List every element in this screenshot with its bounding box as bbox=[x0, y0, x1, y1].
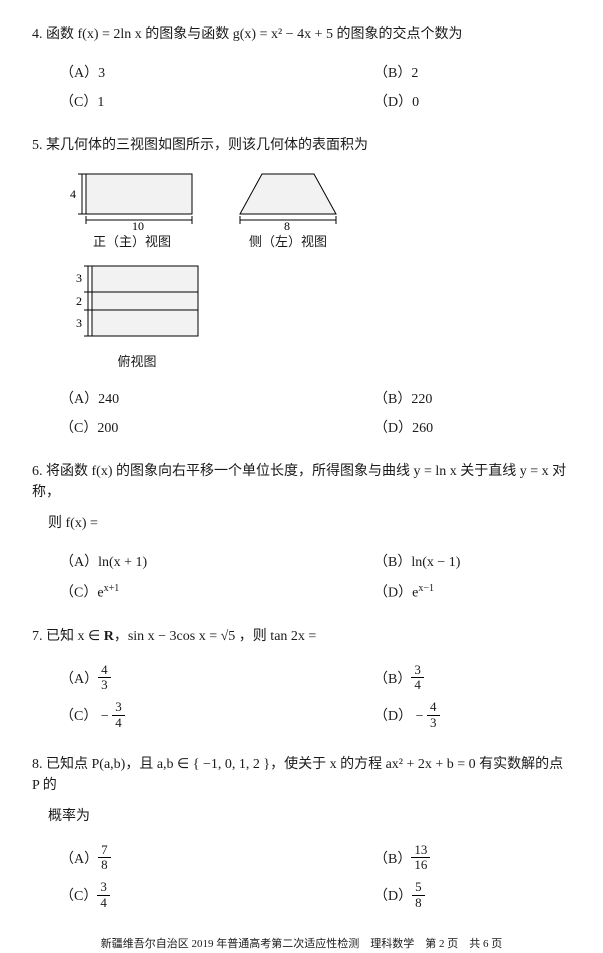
q8-text: 已知点 P(a,b)，且 a,b ∈ { −1, 0, 1, 2 }，使关于 x… bbox=[32, 757, 563, 793]
q7-opt-a: （A）43 bbox=[46, 661, 346, 699]
q6-opt-d: （D）ex−1 bbox=[360, 577, 560, 608]
question-6: 6. 将函数 f(x) 的图象向右平移一个单位长度，所得图象与曲线 y = ln… bbox=[32, 461, 571, 612]
side-base-label: 8 bbox=[284, 219, 290, 230]
q7-opt-d: （D） − 43 bbox=[360, 698, 560, 736]
q8-options: （A）78 （C）34 （B）1316 （D）58 bbox=[32, 837, 571, 920]
q5-front-view: 4 10 正（主）视图 bbox=[62, 166, 202, 252]
q4-opt-c: （C）1 bbox=[46, 88, 346, 117]
top-view-label: 俯视图 bbox=[62, 352, 212, 372]
q6-opt-c: （C）ex+1 bbox=[46, 577, 346, 608]
q4-opt-b: （B）2 bbox=[360, 59, 560, 88]
question-4: 4. 函数 f(x) = 2ln x 的图象与函数 g(x) = x² − 4x… bbox=[32, 24, 571, 121]
q6-stem: 6. 将函数 f(x) 的图象向右平移一个单位长度，所得图象与曲线 y = ln… bbox=[32, 461, 571, 503]
q4-opt-a: （A）3 bbox=[46, 59, 346, 88]
svg-text:3: 3 bbox=[76, 271, 82, 285]
q7-stem: 7. 已知 x ∈ R，sin x − 3cos x = √5 ，则 tan 2… bbox=[32, 626, 571, 647]
q4-text: 函数 f(x) = 2ln x 的图象与函数 g(x) = x² − 4x + … bbox=[46, 27, 462, 42]
q8-opt-b: （B）1316 bbox=[360, 841, 560, 879]
q5-side-view: 8 侧（左）视图 bbox=[228, 166, 348, 252]
q4-options: （A）3 （C）1 （B）2 （D）0 bbox=[32, 55, 571, 121]
q4-opt-d: （D）0 bbox=[360, 88, 560, 117]
q5-views-row2: 3 2 3 俯视图 bbox=[62, 260, 571, 372]
question-7: 7. 已知 x ∈ R，sin x − 3cos x = √5 ，则 tan 2… bbox=[32, 626, 571, 740]
front-view-svg: 4 10 bbox=[62, 166, 202, 230]
q6-opt-a: （A）ln(x + 1) bbox=[46, 548, 346, 577]
q6-options: （A）ln(x + 1) （C）ex+1 （B）ln(x − 1) （D）ex−… bbox=[32, 544, 571, 612]
q7-opt-b: （B）34 bbox=[360, 661, 560, 699]
q8-opt-a: （A）78 bbox=[46, 841, 346, 879]
q5-num: 5. bbox=[32, 138, 43, 153]
question-5: 5. 某几何体的三视图如图所示，则该几何体的表面积为 4 10 正（主）视图 bbox=[32, 135, 571, 447]
question-8: 8. 已知点 P(a,b)，且 a,b ∈ { −1, 0, 1, 2 }，使关… bbox=[32, 754, 571, 920]
svg-text:3: 3 bbox=[76, 316, 82, 330]
q5-views-row1: 4 10 正（主）视图 8 侧（左）视图 bbox=[62, 166, 571, 252]
q5-opt-a: （A）240 bbox=[46, 385, 346, 414]
q6-text: 将函数 f(x) 的图象向右平移一个单位长度，所得图象与曲线 y = ln x … bbox=[32, 464, 566, 500]
front-w-label: 10 bbox=[132, 219, 144, 230]
side-view-svg: 8 bbox=[228, 166, 348, 230]
front-h-label: 4 bbox=[70, 187, 76, 201]
q8-stem2: 概率为 bbox=[32, 806, 571, 827]
page-footer: 新疆维吾尔自治区 2019 年普通高考第二次适应性检测 理科数学 第 2 页 共… bbox=[32, 936, 571, 953]
q5-opt-b: （B）220 bbox=[360, 385, 560, 414]
q4-num: 4. bbox=[32, 27, 43, 42]
q8-stem: 8. 已知点 P(a,b)，且 a,b ∈ { −1, 0, 1, 2 }，使关… bbox=[32, 754, 571, 796]
front-view-label: 正（主）视图 bbox=[62, 232, 202, 252]
q7-options: （A）43 （C） − 34 （B）34 （D） − 43 bbox=[32, 657, 571, 740]
q6-num: 6. bbox=[32, 464, 43, 479]
svg-text:2: 2 bbox=[76, 294, 82, 308]
q5-opt-d: （D）260 bbox=[360, 414, 560, 443]
q5-top-view: 3 2 3 俯视图 bbox=[62, 260, 212, 372]
q6-stem2: 则 f(x) = bbox=[32, 513, 571, 534]
q8-num: 8. bbox=[32, 757, 43, 772]
q5-stem: 5. 某几何体的三视图如图所示，则该几何体的表面积为 bbox=[32, 135, 571, 156]
side-view-label: 侧（左）视图 bbox=[228, 232, 348, 252]
q8-opt-d: （D）58 bbox=[360, 878, 560, 916]
q4-stem: 4. 函数 f(x) = 2ln x 的图象与函数 g(x) = x² − 4x… bbox=[32, 24, 571, 45]
q8-opt-c: （C）34 bbox=[46, 878, 346, 916]
top-view-svg: 3 2 3 bbox=[62, 260, 212, 350]
q5-text: 某几何体的三视图如图所示，则该几何体的表面积为 bbox=[46, 138, 368, 153]
q5-opt-c: （C）200 bbox=[46, 414, 346, 443]
q7-opt-c: （C） − 34 bbox=[46, 698, 346, 736]
q6-opt-b: （B）ln(x − 1) bbox=[360, 548, 560, 577]
q7-num: 7. bbox=[32, 629, 43, 644]
q5-options: （A）240 （C）200 （B）220 （D）260 bbox=[32, 381, 571, 447]
